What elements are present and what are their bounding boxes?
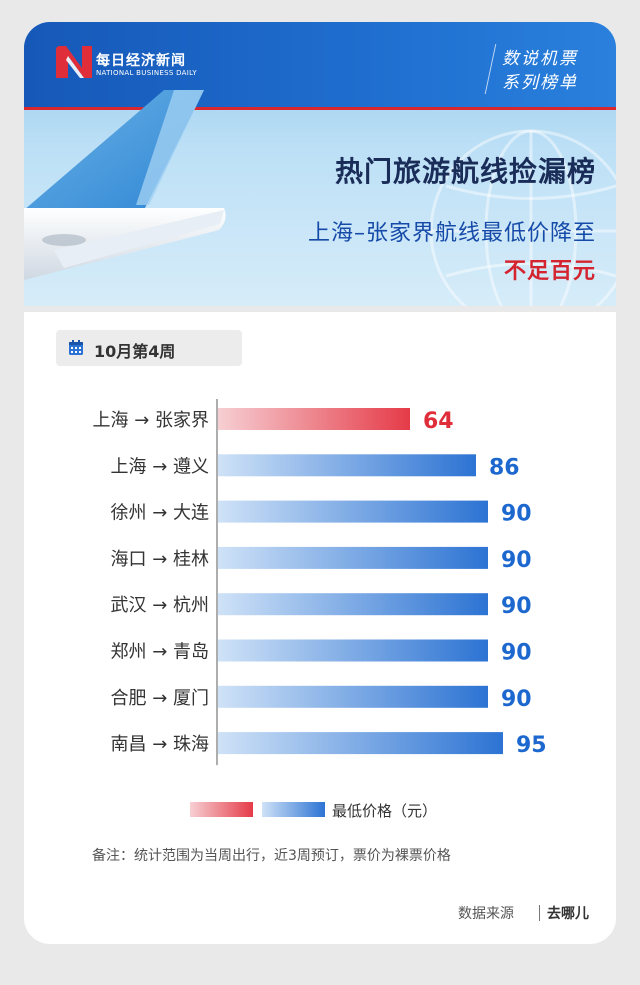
category-label: 郑州 → 青岛 <box>110 642 209 663</box>
subheadline-highlight: 不足百元 <box>503 259 596 284</box>
category-label: 上海 → 张家界 <box>92 410 209 431</box>
category-label: 南昌 → 珠海 <box>110 734 209 755</box>
value-label: 64 <box>423 409 454 434</box>
value-label: 86 <box>489 455 520 480</box>
value-label: 90 <box>501 594 532 619</box>
category-label: 徐州 → 大连 <box>110 503 209 524</box>
value-label: 90 <box>501 502 532 527</box>
bar <box>218 546 488 569</box>
week-tag: 10月第4周 <box>56 330 242 366</box>
legend-label: 最低价格（元） <box>332 802 438 820</box>
bar-chart: 上海 → 张家界 64 上海 → 遵义 86 徐州 → 大连 90 海口 → 桂林 90 武汉 … <box>92 399 547 766</box>
source-separator <box>539 905 540 921</box>
source-value: 去哪儿 <box>547 906 589 922</box>
footnote: 备注：统计范围为当周出行，近3周预订，票价为裸票价格 <box>92 848 451 864</box>
brand-name-en: NATIONAL BUSINESS DAILY <box>96 69 197 77</box>
airplane-tail-icon <box>24 90 226 280</box>
legend-swatch-highlight <box>190 802 253 817</box>
calendar-icon <box>69 340 83 355</box>
value-label: 90 <box>501 548 532 573</box>
series-title-line2: 系列榜单 <box>502 73 578 93</box>
brand-name-cn: 每日经济新闻 <box>96 53 186 69</box>
globe-icon <box>429 129 616 306</box>
category-label: 武汉 → 杭州 <box>110 595 209 616</box>
week-label: 10月第4周 <box>94 342 176 361</box>
value-label: 90 <box>501 641 532 666</box>
bar <box>218 685 488 708</box>
category-label: 合肥 → 厦门 <box>110 688 209 709</box>
bar <box>218 454 476 477</box>
category-label: 海口 → 桂林 <box>110 549 209 570</box>
value-label: 95 <box>516 733 547 758</box>
banner-divider <box>24 107 616 110</box>
bar <box>218 593 488 616</box>
value-label: 90 <box>501 687 532 712</box>
bar <box>218 639 488 662</box>
brand-logo-icon <box>56 46 92 78</box>
bar <box>218 408 410 430</box>
headline: 热门旅游航线捡漏榜 <box>334 155 596 188</box>
category-label: 上海 → 遵义 <box>110 456 209 477</box>
legend-swatch-bar <box>262 802 325 817</box>
bar <box>218 500 488 523</box>
header-card: 每日经济新闻 NATIONAL BUSINESS DAILY 数说机票 系列榜单 <box>24 22 616 306</box>
subheadline: 上海–张家界航线最低价降至 <box>307 221 596 246</box>
top-banner <box>24 22 616 107</box>
bar <box>218 732 503 755</box>
series-title-line1: 数说机票 <box>502 49 578 69</box>
source-label: 数据来源 <box>458 906 514 922</box>
